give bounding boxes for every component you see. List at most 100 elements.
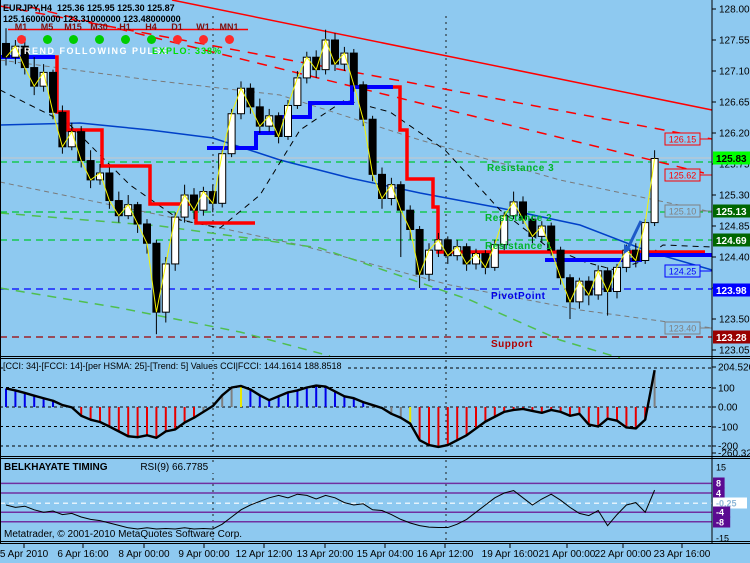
price-tick-label: 123.50	[719, 315, 750, 326]
timing-scale-label: 8	[716, 479, 721, 489]
price-tick-label: 127.55	[719, 36, 750, 47]
timing-line	[5, 489, 656, 530]
line-value-tag	[664, 204, 701, 218]
candle-bull	[613, 266, 621, 292]
pulse-dots-row	[8, 35, 242, 44]
cci-scale-label: 100	[718, 384, 735, 395]
candle-bear	[368, 118, 377, 175]
timeframe-button-m30[interactable]: M30	[90, 22, 108, 32]
timeframe-button-m1[interactable]: M1	[14, 22, 28, 32]
timing-scale-label: -0.25	[716, 499, 737, 509]
candle-bear	[86, 160, 95, 181]
line-value-tag	[664, 321, 701, 335]
timing-indicator-title: BELKHAYATE TIMING	[4, 462, 108, 473]
cci-scale-label: -260.321	[718, 449, 750, 460]
price-marker-text: 124.69	[716, 236, 747, 247]
candle-bear	[349, 52, 358, 86]
green-envelope-upper	[0, 212, 621, 359]
pulse-dot-green	[120, 35, 130, 44]
candle-bull	[472, 253, 480, 265]
cci-scale-label: 204.5208	[718, 363, 750, 374]
time-axis-label: 16 Apr 12:00	[417, 549, 474, 560]
timeframe-button-w1[interactable]: W1	[196, 22, 210, 32]
candle-bull	[425, 249, 433, 275]
candle-bear	[556, 249, 565, 279]
candle-bull	[171, 216, 180, 265]
red-channel-solid	[171, 0, 713, 111]
timing-scale-label: 4	[716, 489, 721, 499]
time-axis-label: 23 Apr 16:00	[654, 549, 711, 560]
trend-stop-blue-3	[545, 253, 712, 262]
cci-scale-label: -100	[718, 423, 738, 434]
price-marker	[713, 233, 750, 247]
timing-marker	[713, 487, 725, 499]
candle-bear	[133, 204, 142, 225]
timing-marker	[713, 516, 731, 528]
time-axis-label: 6 Apr 16:00	[57, 549, 109, 560]
candle-bull	[650, 158, 659, 224]
timeframe-button-h1[interactable]: H1	[119, 22, 131, 32]
price-marker	[713, 151, 750, 165]
timeframe-button-d1[interactable]: D1	[171, 22, 183, 32]
resistance1-label: Resistance 1	[485, 241, 553, 252]
symbol-ohlc-title: EURJPY,H4 125.36 125.95 125.30 125.87	[3, 3, 175, 13]
candle-bear	[396, 184, 405, 211]
candle-bear	[190, 194, 198, 211]
price-marker-text: 123.98	[716, 286, 747, 297]
red-channel-dash-lower	[29, 6, 713, 176]
time-axis-label: 13 Apr 20:00	[297, 549, 354, 560]
pulse-dot-green	[42, 35, 52, 44]
timeframe-button-mn1[interactable]: MN1	[219, 22, 239, 32]
time-axis-label: 15 Apr 04:00	[357, 549, 414, 560]
candle-bear	[2, 42, 10, 58]
candle-bear	[49, 71, 57, 113]
time-axis-label: 9 Apr 00:00	[178, 549, 230, 560]
pulse-dot-green	[94, 35, 104, 44]
resistance2-label: Resistance 2	[485, 213, 553, 224]
candle-bull	[227, 113, 236, 155]
candle-bear	[105, 172, 114, 202]
candle-bull	[434, 239, 443, 251]
timing-marker	[713, 506, 731, 518]
line-value-tag-text: 125.10	[669, 207, 697, 217]
time-axis-label: 5 Apr 2010	[0, 549, 49, 560]
candle-bull	[293, 77, 302, 106]
candle-bear	[77, 131, 86, 162]
timing-scale-label: 15	[716, 463, 726, 473]
candle-bull	[594, 270, 603, 296]
timing-scale-label: -8	[716, 518, 724, 528]
rsi-value-label: RSI(9) 66.7785	[140, 462, 209, 473]
timeframe-button-m5[interactable]: M5	[40, 22, 54, 32]
timing-indicator-label: BELKHAYATE TIMING RSI(9) 66.7785	[4, 462, 215, 473]
candle-bull	[284, 104, 292, 137]
trend-stop-blue-2	[207, 85, 393, 150]
cci-scale-label: -200	[718, 442, 738, 453]
line-value-tag-text: 124.25	[669, 267, 697, 277]
price-marker	[713, 283, 750, 297]
timeframe-button-m15[interactable]: M15	[64, 22, 82, 32]
pulse-dot-red	[16, 35, 26, 44]
candle-bear	[406, 209, 415, 230]
candle-bear	[603, 270, 612, 292]
time-axis-label: 21 Apr 00:00	[539, 549, 596, 560]
trend-stop-red-2	[393, 85, 705, 254]
line-value-tag	[664, 132, 701, 146]
blue-ma	[0, 122, 713, 271]
explo-percентage-label: EXPLO: 338%	[152, 46, 223, 56]
price-tick-label: 127.10	[719, 67, 750, 78]
pulse-dot-red	[224, 35, 234, 44]
timeframe-button-h4[interactable]: H4	[145, 22, 157, 32]
price-tick-label: 123.05	[719, 346, 750, 357]
price-tick-label: 124.40	[719, 253, 750, 264]
timing-scale-label: -15	[716, 534, 729, 544]
support-label: Support	[491, 339, 533, 350]
time-axis-label: 8 Apr 00:00	[118, 549, 170, 560]
pulse-dot-red	[198, 35, 208, 44]
price-tick-label: 125.75	[719, 160, 750, 171]
time-axis-label: 12 Apr 12:00	[236, 549, 293, 560]
price-marker-text: 125.83	[716, 154, 747, 165]
line-value-tag	[664, 168, 701, 182]
pulse-dot-red	[172, 35, 182, 44]
